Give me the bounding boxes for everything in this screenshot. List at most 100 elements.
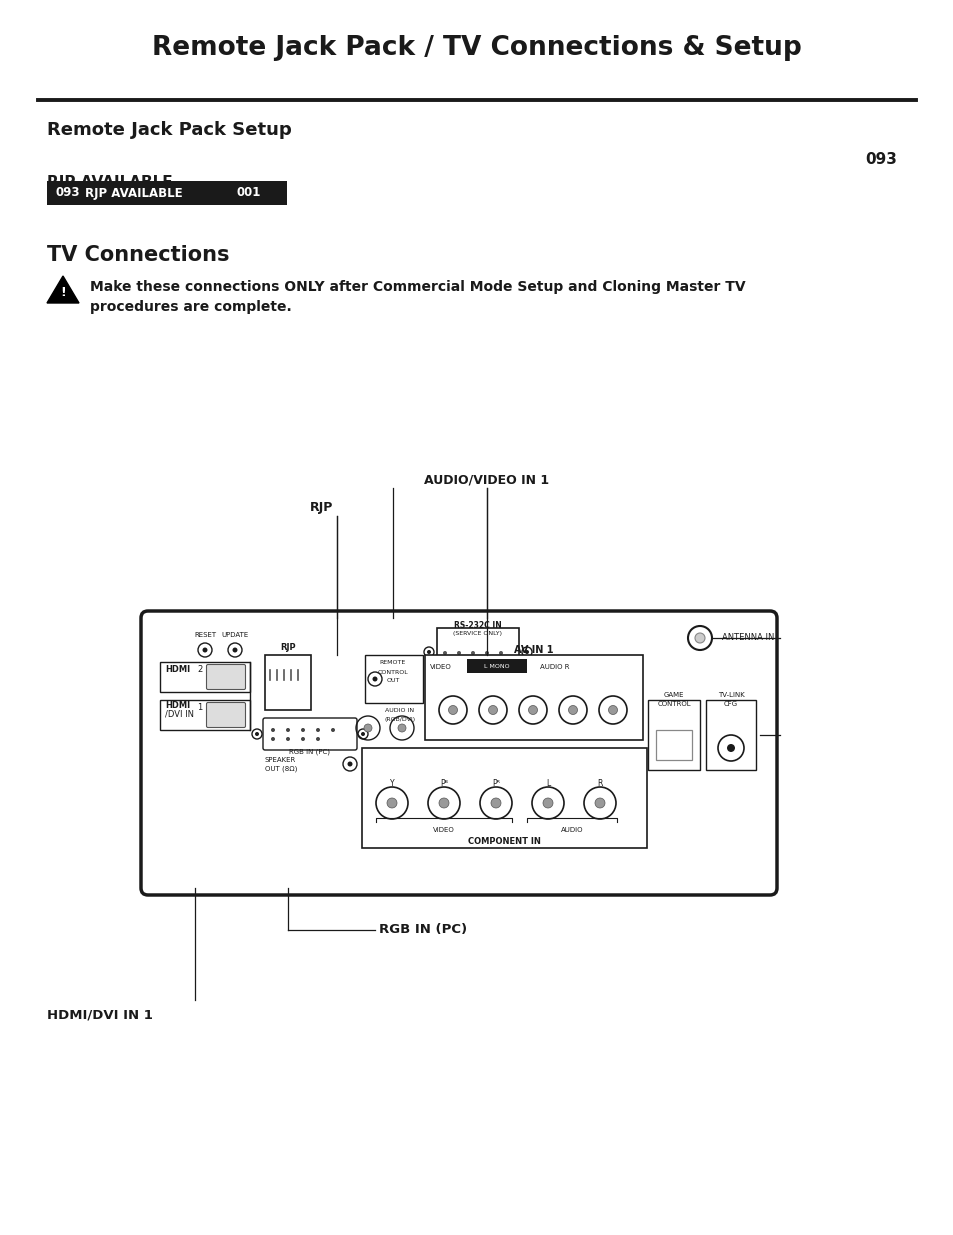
Text: Remote Jack Pack Setup: Remote Jack Pack Setup: [47, 121, 292, 140]
Circle shape: [595, 798, 604, 808]
Text: OUT (8Ω): OUT (8Ω): [265, 766, 297, 772]
Text: AV IN 1: AV IN 1: [514, 645, 553, 655]
FancyBboxPatch shape: [206, 703, 245, 727]
Text: CONTROL: CONTROL: [657, 701, 690, 706]
Circle shape: [315, 737, 319, 741]
Circle shape: [491, 798, 500, 808]
Circle shape: [364, 724, 372, 732]
Text: AUDIO IN: AUDIO IN: [385, 708, 414, 713]
Text: 093: 093: [864, 152, 896, 168]
Text: Make these connections ONLY after Commercial Mode Setup and Cloning Master TV
pr: Make these connections ONLY after Commer…: [90, 280, 745, 314]
Text: AUDIO/VIDEO IN 1: AUDIO/VIDEO IN 1: [424, 473, 549, 487]
Text: 001: 001: [236, 186, 261, 200]
Circle shape: [484, 651, 489, 655]
Bar: [365, 655, 422, 703]
Text: (RGB/DVI): (RGB/DVI): [385, 716, 416, 721]
Text: Pᴮ: Pᴮ: [439, 778, 448, 788]
Circle shape: [202, 647, 208, 652]
Text: RJP: RJP: [310, 501, 333, 515]
Text: RGB IN (PC): RGB IN (PC): [289, 748, 330, 756]
Text: 2: 2: [196, 666, 202, 674]
Circle shape: [387, 798, 396, 808]
Text: 093: 093: [55, 186, 79, 200]
Text: RS-232C IN: RS-232C IN: [454, 621, 501, 631]
FancyBboxPatch shape: [141, 611, 776, 895]
Text: (SERVICE ONLY): (SERVICE ONLY): [453, 631, 502, 636]
Circle shape: [542, 798, 553, 808]
Text: AUDIO: AUDIO: [560, 827, 582, 832]
Text: VIDEO: VIDEO: [433, 827, 455, 832]
Text: VIDEO: VIDEO: [430, 664, 452, 671]
Text: Y: Y: [389, 778, 394, 788]
FancyBboxPatch shape: [263, 718, 356, 750]
Text: ANTENNA IN: ANTENNA IN: [721, 634, 774, 642]
Bar: [436, 629, 518, 676]
Circle shape: [456, 651, 460, 655]
Text: RGB IN (PC): RGB IN (PC): [378, 924, 467, 936]
Text: AUDIO R: AUDIO R: [539, 664, 569, 671]
Circle shape: [608, 705, 617, 715]
Text: SPEAKER: SPEAKER: [265, 757, 296, 763]
Text: RJP AVAILABLE: RJP AVAILABLE: [85, 186, 182, 200]
Circle shape: [372, 677, 377, 682]
Polygon shape: [47, 275, 79, 303]
Circle shape: [442, 651, 447, 655]
Circle shape: [695, 634, 704, 643]
Bar: [265, 655, 311, 710]
Circle shape: [347, 762, 352, 767]
Bar: [705, 700, 755, 769]
Text: CFG: CFG: [723, 701, 738, 706]
Circle shape: [450, 661, 454, 664]
Circle shape: [492, 661, 496, 664]
Circle shape: [427, 650, 431, 655]
Circle shape: [254, 732, 258, 736]
Circle shape: [397, 724, 406, 732]
Circle shape: [488, 705, 497, 715]
Bar: [47, 182, 287, 205]
Text: RJP AVAILABLE: RJP AVAILABLE: [47, 175, 172, 190]
Circle shape: [471, 651, 475, 655]
Text: RJP: RJP: [280, 642, 295, 652]
Text: CONTROL: CONTROL: [377, 669, 408, 674]
Text: RESET: RESET: [193, 632, 215, 638]
Text: OUT: OUT: [386, 678, 399, 683]
Text: TV-LINK: TV-LINK: [717, 692, 743, 698]
Circle shape: [477, 661, 481, 664]
Circle shape: [524, 650, 529, 655]
Circle shape: [360, 732, 365, 736]
Text: GAME: GAME: [663, 692, 683, 698]
Text: !: !: [60, 285, 66, 299]
Circle shape: [438, 798, 449, 808]
Text: 1: 1: [196, 704, 202, 713]
Circle shape: [233, 647, 237, 652]
Text: L: L: [545, 778, 550, 788]
Text: COMPONENT IN: COMPONENT IN: [468, 837, 540, 846]
Text: UPDATE: UPDATE: [221, 632, 249, 638]
Bar: [467, 659, 526, 673]
Text: HDMI: HDMI: [165, 666, 190, 674]
Circle shape: [286, 737, 290, 741]
Text: TV Connections: TV Connections: [47, 245, 230, 266]
Circle shape: [463, 661, 468, 664]
Bar: [656, 730, 691, 760]
Circle shape: [331, 727, 335, 732]
Bar: [361, 748, 646, 848]
Text: L MONO: L MONO: [484, 663, 509, 668]
Bar: [160, 700, 250, 730]
Circle shape: [315, 727, 319, 732]
Text: HDMI: HDMI: [165, 700, 190, 709]
FancyBboxPatch shape: [206, 664, 245, 689]
Circle shape: [286, 727, 290, 732]
Bar: [160, 662, 250, 692]
Bar: [424, 655, 642, 740]
Circle shape: [528, 705, 537, 715]
Bar: [647, 700, 700, 769]
Text: R: R: [597, 778, 602, 788]
Circle shape: [271, 727, 274, 732]
Circle shape: [271, 737, 274, 741]
Circle shape: [301, 737, 305, 741]
Circle shape: [301, 727, 305, 732]
Circle shape: [726, 743, 734, 752]
Circle shape: [448, 705, 457, 715]
Text: Remote Jack Pack / TV Connections & Setup: Remote Jack Pack / TV Connections & Setu…: [152, 35, 801, 61]
